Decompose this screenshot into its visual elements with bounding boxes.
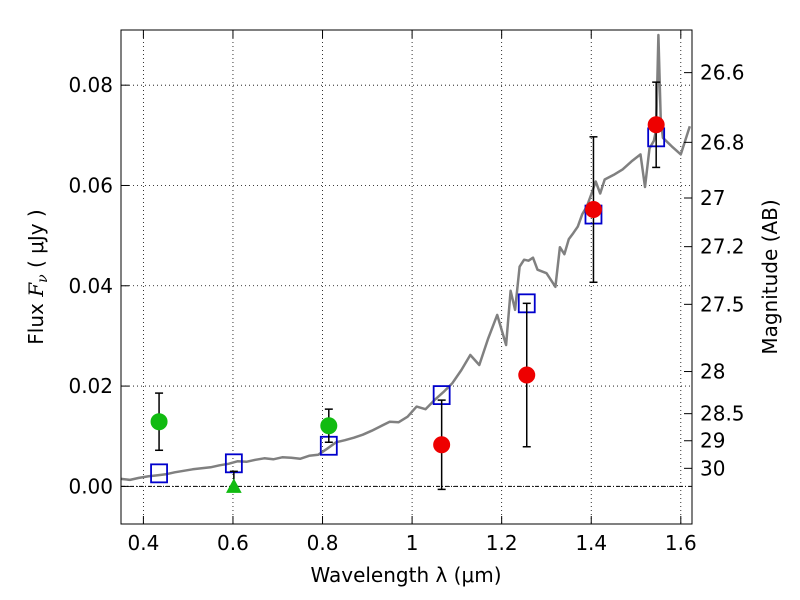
grid-lines — [121, 30, 692, 524]
y2-axis-label: Magnitude (AB) — [758, 199, 782, 354]
axis-ticks: 0.4 0.6 0.8 1 1.2 1.4 1.6 0.00 0.02 0.04 0.06 0.08 2… — [68, 30, 745, 555]
red-detection-point — [518, 366, 536, 384]
sed-model-line — [120, 33, 691, 482]
model-photometry-square — [150, 463, 168, 484]
green-upper-limit-triangle — [226, 478, 242, 493]
green-detection-point — [150, 413, 168, 431]
y2-tick-label: 26.8 — [700, 130, 745, 154]
x-tick-label: 1 — [406, 531, 419, 555]
red-detection-point — [584, 201, 602, 219]
red-detection-point — [433, 436, 451, 454]
y2-tick-label: 26.6 — [700, 61, 745, 85]
y-axis-label-units: ( μJy ) — [24, 209, 48, 274]
y-axis-label-symbol: F — [24, 282, 48, 298]
y-tick-label: 0.08 — [68, 73, 113, 97]
x-tick-label: 0.4 — [127, 531, 159, 555]
x-tick-label: 1.2 — [486, 531, 518, 555]
x-tick-label: 1.4 — [575, 531, 607, 555]
green-detection-point — [320, 417, 338, 435]
y2-tick-label: 30 — [700, 456, 725, 480]
y-axis-label: Flux Fν ( μJy ) — [24, 209, 51, 344]
y2-tick-label: 28.5 — [700, 402, 745, 426]
y2-tick-label: 29 — [700, 429, 725, 453]
y2-tick-label: 27.5 — [700, 292, 745, 316]
y-axis-label-text: Flux — [24, 297, 48, 345]
y-tick-label: 0.00 — [68, 474, 113, 498]
x-axis-label: Wavelength λ (μm) — [310, 563, 501, 587]
y-axis-label-subscript: ν — [35, 274, 51, 283]
y2-tick-label: 27.2 — [700, 235, 745, 259]
x-tick-label: 0.8 — [307, 531, 339, 555]
y2-tick-label: 27 — [700, 186, 725, 210]
plot-frame — [120, 29, 693, 525]
red-detection-point — [647, 116, 665, 134]
y2-tick-label: 28 — [700, 360, 725, 384]
x-tick-label: 1.6 — [665, 531, 697, 555]
x-tick-label: 0.6 — [217, 531, 249, 555]
y-tick-label: 0.04 — [68, 274, 113, 298]
y-tick-label: 0.02 — [68, 374, 113, 398]
y-tick-label: 0.06 — [68, 173, 113, 197]
plot-area — [120, 33, 691, 493]
